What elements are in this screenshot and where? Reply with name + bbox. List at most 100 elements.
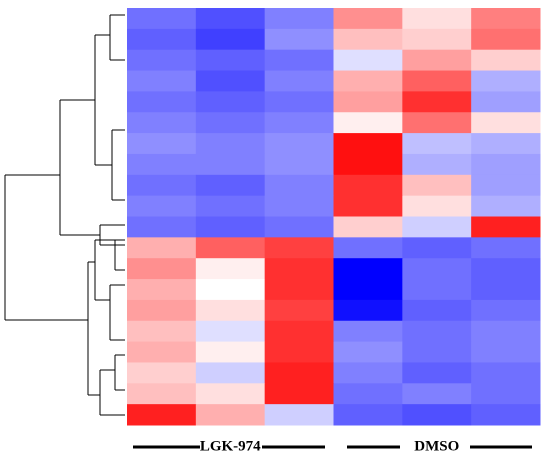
- cell: [264, 8, 334, 30]
- cell: [471, 362, 541, 384]
- cell: [195, 383, 266, 405]
- cell: [471, 174, 541, 197]
- cell: [471, 195, 541, 217]
- cell: [264, 174, 334, 197]
- cell: [402, 237, 472, 259]
- cell: [127, 216, 197, 238]
- cell: [333, 153, 403, 176]
- cell: [264, 112, 334, 134]
- cell: [264, 195, 334, 217]
- cell: [264, 153, 334, 176]
- cell: [402, 112, 472, 134]
- cell: [333, 362, 403, 384]
- cell: [471, 258, 541, 280]
- cell: [127, 404, 197, 426]
- cell: [195, 91, 266, 113]
- cell: [333, 91, 403, 113]
- cell: [471, 279, 541, 301]
- cell: [127, 341, 197, 363]
- cell: [333, 174, 403, 197]
- cell: [195, 174, 266, 197]
- cell: [471, 8, 541, 30]
- cell: [333, 258, 403, 280]
- cell: [127, 70, 197, 92]
- cell: [402, 279, 472, 301]
- cell: [264, 91, 334, 113]
- cell: [195, 112, 266, 134]
- cell: [127, 174, 197, 197]
- group-label: LGK-974: [200, 438, 261, 454]
- cell: [127, 258, 197, 280]
- dendrogram: [4, 14, 125, 416]
- cell: [195, 362, 266, 384]
- cell: [402, 258, 472, 280]
- cell: [264, 320, 334, 343]
- cell: [127, 8, 197, 30]
- cell: [471, 49, 541, 72]
- cell: [471, 70, 541, 92]
- cell: [333, 341, 403, 363]
- cell: [127, 112, 197, 134]
- cell: [471, 341, 541, 363]
- cell: [127, 49, 197, 72]
- cell: [264, 258, 334, 280]
- cell: [471, 404, 541, 426]
- cell: [333, 28, 403, 51]
- cell: [333, 49, 403, 72]
- heatmap: [127, 8, 541, 426]
- cell: [127, 299, 197, 322]
- cell: [333, 195, 403, 217]
- cell: [195, 8, 266, 30]
- cell: [264, 133, 334, 155]
- cell: [264, 383, 334, 405]
- cell: [333, 216, 403, 238]
- cell: [402, 362, 472, 384]
- cell: [264, 279, 334, 301]
- cell: [264, 404, 334, 426]
- cell: [402, 91, 472, 113]
- cell: [127, 320, 197, 343]
- cell: [471, 237, 541, 259]
- cell: [333, 299, 403, 322]
- cell: [333, 133, 403, 155]
- cell: [402, 49, 472, 72]
- cell: [195, 299, 266, 322]
- cell: [127, 133, 197, 155]
- cell: [127, 91, 197, 113]
- cell: [127, 28, 197, 51]
- cell: [127, 237, 197, 259]
- cell: [195, 320, 266, 343]
- cell: [402, 404, 472, 426]
- cell: [264, 237, 334, 259]
- cell: [127, 195, 197, 217]
- cell: [402, 70, 472, 92]
- cell: [264, 299, 334, 322]
- cell: [333, 320, 403, 343]
- cell: [471, 216, 541, 238]
- cell: [333, 404, 403, 426]
- cell: [471, 28, 541, 51]
- cell: [127, 362, 197, 384]
- cell: [195, 153, 266, 176]
- cell: [402, 383, 472, 405]
- cell: [471, 299, 541, 322]
- cell: [471, 383, 541, 405]
- cell: [195, 279, 266, 301]
- cell: [402, 8, 472, 30]
- cell: [195, 28, 266, 51]
- cell: [471, 320, 541, 343]
- cell: [471, 153, 541, 176]
- cell: [264, 362, 334, 384]
- cell: [264, 28, 334, 51]
- cell: [195, 237, 266, 259]
- cell: [471, 91, 541, 113]
- cell: [402, 320, 472, 343]
- cell: [402, 28, 472, 51]
- cell: [127, 383, 197, 405]
- cell: [195, 258, 266, 280]
- cell: [333, 279, 403, 301]
- group-label: DMSO: [414, 438, 459, 454]
- cell: [195, 341, 266, 363]
- cell: [471, 133, 541, 155]
